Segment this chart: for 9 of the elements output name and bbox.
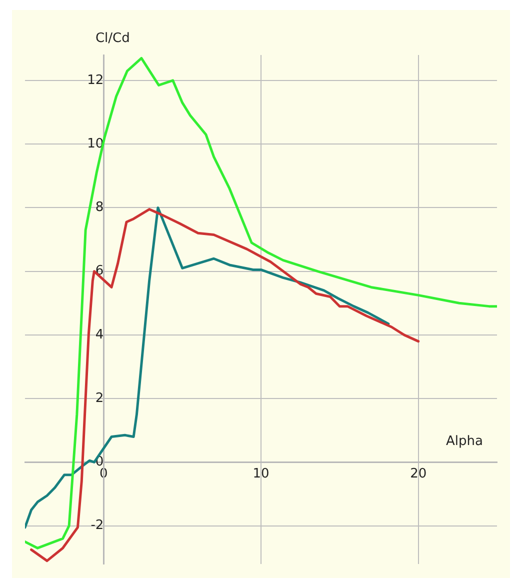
y-tick-label: 8 bbox=[95, 200, 104, 216]
y-axis-title: Cl/Cd bbox=[95, 30, 130, 46]
y-tick-label: 12 bbox=[87, 72, 104, 88]
x-axis-title: Alpha bbox=[446, 434, 483, 450]
x-tick-label: 10 bbox=[252, 466, 270, 482]
y-tick-label: 2 bbox=[95, 390, 104, 406]
y-tick-label: -2 bbox=[90, 518, 104, 534]
y-tick-label: 4 bbox=[95, 327, 104, 342]
x-tick-label: 20 bbox=[410, 466, 427, 482]
